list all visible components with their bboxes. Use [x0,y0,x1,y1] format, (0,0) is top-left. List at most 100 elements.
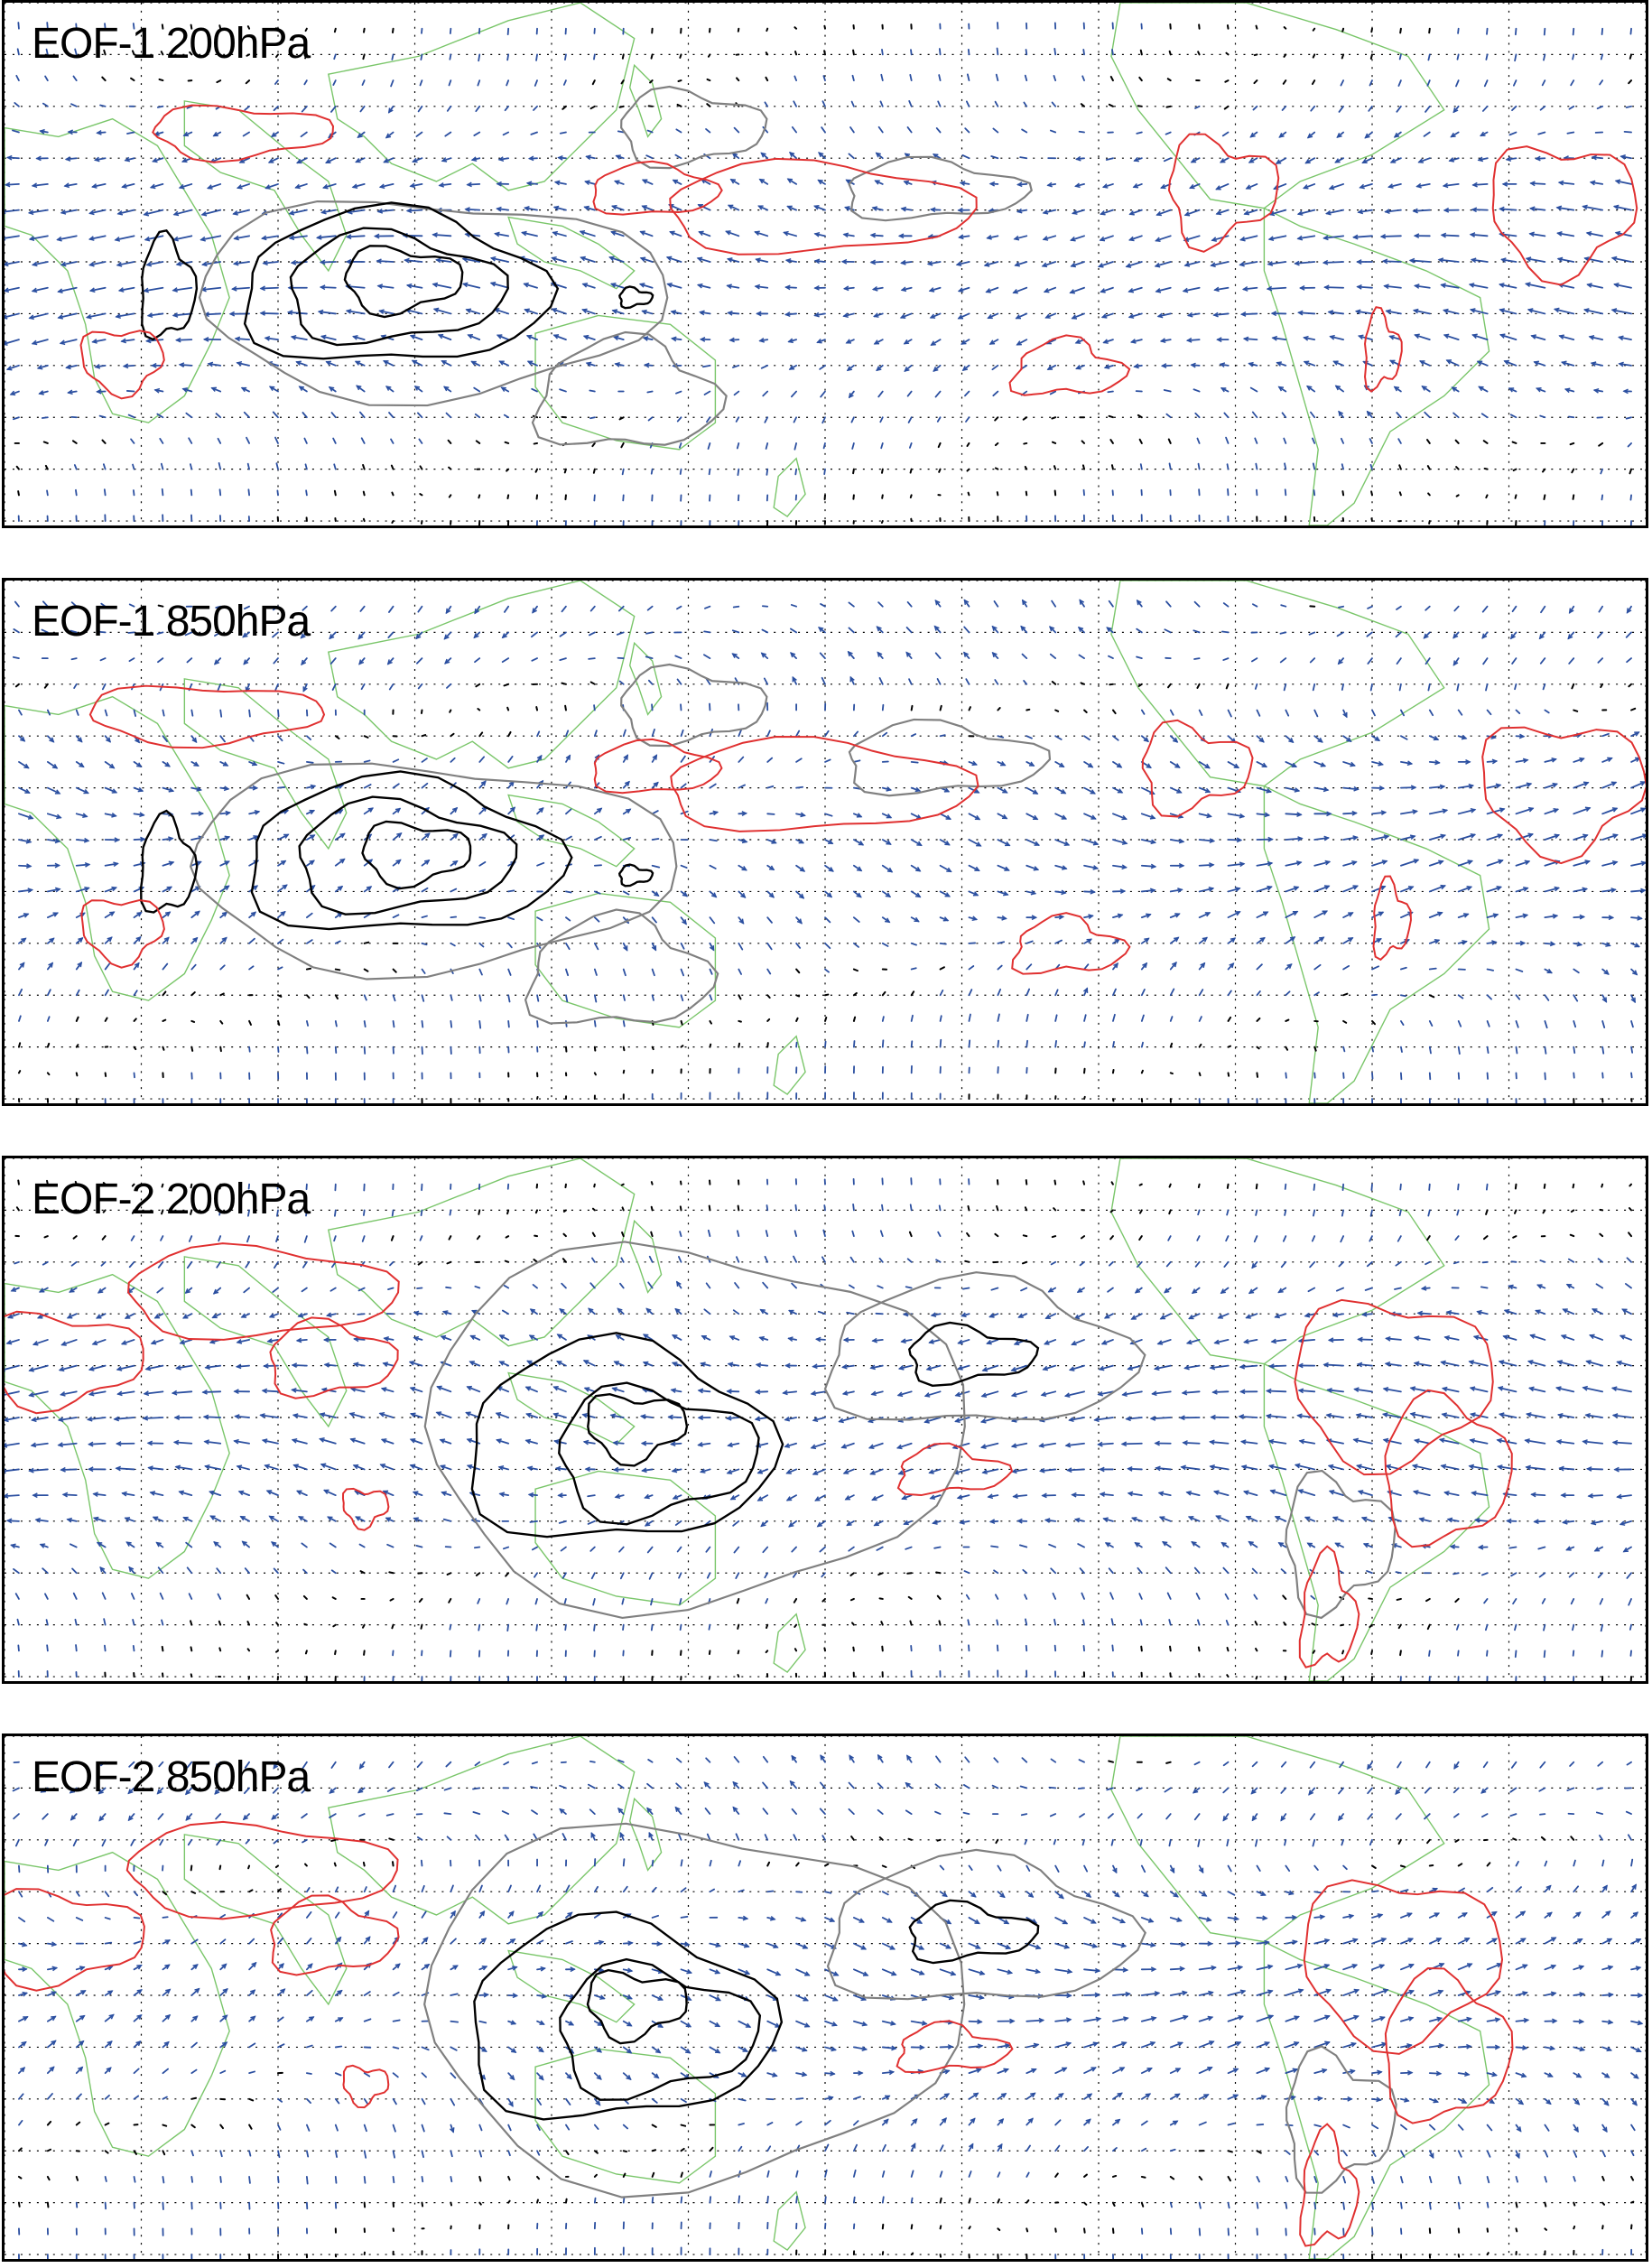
wind-arrowhead [1420,1286,1427,1291]
wind-arrow [506,494,510,500]
wind-arrow [1624,1283,1632,1289]
wind-arrow [475,1572,481,1576]
wind-arrow [993,600,999,608]
wind-arrowhead [201,261,208,267]
wind-arrowhead [933,625,940,631]
wind-arrowhead [1303,184,1309,190]
wind-arrowhead [60,1466,66,1473]
wind-arrow [415,1545,423,1548]
wind-arrow [478,1623,481,1631]
wind-arrowhead [670,310,677,315]
wind-arrow [363,913,371,919]
wind-arrowhead [1215,185,1221,191]
wind-arrow [1629,27,1632,35]
wind-arrow [320,286,337,289]
wind-arrowhead [1209,1464,1215,1470]
wind-arrow [1356,1414,1373,1418]
wind-arrow [1342,860,1358,867]
wind-arrow [1111,1068,1115,1074]
wind-arrow [794,26,798,30]
wind-arrowhead [1565,1546,1572,1551]
wind-arrowhead [1410,785,1417,791]
wind-arrow [75,989,80,997]
wind-arrowhead [623,945,628,952]
wind-arrow [1112,813,1128,820]
wind-arrow [1529,232,1546,237]
wind-arrow [612,309,625,315]
wind-arrowhead [527,155,534,162]
wind-arrow [440,1438,452,1445]
wind-arrow [239,157,251,163]
wind-arrowhead [1506,1518,1512,1524]
wind-arrowhead [1376,938,1382,943]
wind-arrow [1223,105,1230,110]
wind-arrow [997,707,1001,711]
wind-arrow [701,178,711,185]
wind-arrow [852,991,858,997]
wind-arrowhead [929,313,936,319]
wind-arrowhead [1323,835,1330,841]
wind-arrowhead [1446,1517,1453,1523]
wind-arrowhead [1379,885,1387,891]
wind-arrow [273,105,279,112]
wind-arrowhead [498,360,505,366]
wind-arrowhead [1298,1438,1305,1445]
wind-arrow [1544,942,1555,945]
wind-arrow [1163,157,1172,163]
wind-arrowhead [897,1470,905,1475]
wind-arrow [1168,462,1172,470]
wind-arrow [46,813,61,819]
wind-arrow [86,312,107,319]
wind-arrow [1419,1518,1431,1522]
wind-arrow [907,1595,913,1600]
wind-arrowhead [523,282,529,288]
wind-arrowhead [1000,761,1007,767]
wind-arrow [881,703,885,711]
wind-arrowhead [151,362,157,368]
wind-arrowhead [268,1313,275,1318]
wind-arrowhead [552,230,559,237]
wind-arrow [1567,1258,1575,1263]
wind-arrow [1424,411,1431,419]
wind-arrow [881,48,884,56]
wind-arrow [391,1623,394,1630]
wind-arrow [161,1183,164,1188]
wind-arrow [466,309,481,315]
wind-arrowhead [57,288,63,293]
wind-arrow [536,916,543,922]
wind-arrow [116,1390,135,1395]
wind-arrow [1454,1235,1460,1241]
wind-arrow [334,994,339,999]
wind-arrow [1388,335,1402,341]
wind-arrow [794,468,798,476]
wind-arrow [841,1442,855,1449]
wind-arrow [793,100,798,107]
wind-arrowhead [61,1492,69,1498]
wind-arrowhead [988,339,996,345]
wind-arrowhead [1614,179,1621,185]
wind-arrowhead [1388,334,1395,340]
wind-arrow [961,154,970,160]
wind-arrow [504,441,510,444]
wind-arrow [877,1572,884,1576]
wind-arrow [70,657,78,661]
wind-arrow [13,1567,20,1575]
wind-arrowhead [813,311,820,318]
wind-arrow [1598,605,1604,613]
wind-arrowhead [51,763,59,769]
latlon-grid [5,581,1646,1103]
wind-arrow [5,261,20,265]
wind-arrowhead [1097,263,1104,268]
positive-contour [592,160,723,216]
wind-arrow [436,1411,452,1418]
wind-arrowhead [1471,1491,1477,1496]
wind-arrow [1514,53,1517,62]
wind-arrow [1184,261,1201,266]
wind-arrow [361,1623,366,1629]
wind-arrow [1140,864,1156,868]
wind-arrow [997,864,1010,871]
wind-arrow [1457,27,1460,34]
wind-arrow [18,813,33,820]
wind-arrowhead [355,158,361,163]
wind-arrow [70,1260,78,1267]
